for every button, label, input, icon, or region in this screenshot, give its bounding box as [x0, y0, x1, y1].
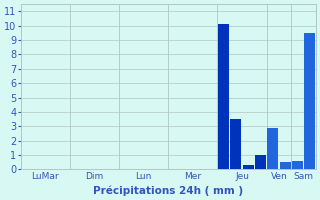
Bar — [230, 119, 241, 169]
Bar — [292, 161, 303, 169]
Bar — [267, 128, 278, 169]
Bar — [304, 33, 315, 169]
X-axis label: Précipitations 24h ( mm ): Précipitations 24h ( mm ) — [93, 185, 243, 196]
Bar — [218, 24, 229, 169]
Bar — [280, 162, 291, 169]
Bar — [255, 155, 266, 169]
Bar — [243, 165, 254, 169]
